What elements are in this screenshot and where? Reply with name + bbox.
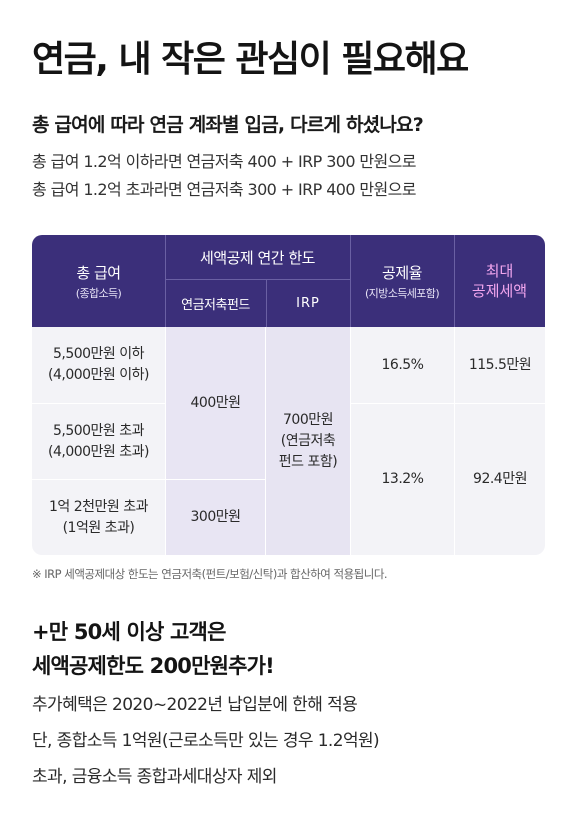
row-3-income: 1억 2천만원 초과 (1억원 초과) (32, 480, 165, 555)
header-pension-fund-label: 연금저축펀드 (181, 298, 250, 313)
extra-line-3: 초과, 금융소득 종합과세대상자 제외 (32, 767, 277, 787)
fund-limit-400: 400만원 (166, 327, 265, 479)
row-1-income: 5,500만원 이하 (4,000만원 이하) (32, 327, 165, 403)
bonus-heading-1: +만 50세 이상 고객은 (32, 620, 226, 644)
header-annual-limit-label: 세액공제 연간 한도 (200, 248, 315, 267)
row-1-income-sub: (4,000만원 이하) (48, 367, 149, 383)
desc-line-1: 총 급여 1.2억 이하라면 연금저축 400 + IRP 300 만원으로 (32, 152, 417, 171)
header-irp-label: IRP (296, 296, 320, 311)
header-total-pay: 총 급여 (종합소득) (32, 235, 165, 327)
table-footnote: ※ IRP 세액공제대상 한도는 연금저축(펀트/보험/신탁)과 합산하여 적용… (32, 567, 388, 581)
max-1-value: 115.5만원 (468, 356, 532, 373)
header-rate-label: 공제율 (382, 263, 422, 282)
rate-1: 16.5% (351, 327, 454, 403)
extra-line-1: 추가혜택은 2020~2022년 납입분에 한해 적용 (32, 695, 358, 715)
header-max-deduction: 최대 공제세액 (454, 235, 545, 327)
desc-line-2: 총 급여 1.2억 초과라면 연금저축 300 + IRP 400 만원으로 (32, 180, 417, 199)
irp-limit-note2: 펀드 포함) (278, 453, 338, 470)
max-2-value: 92.4만원 (473, 471, 527, 487)
page-title: 연금, 내 작은 관심이 필요해요 (32, 39, 469, 80)
header-rate-sub: (지방소득세포함) (364, 286, 440, 300)
row-2-income-main: 5,500만원 초과 (52, 422, 145, 439)
rate-2-value: 13.2% (381, 471, 424, 487)
header-pension-fund: 연금저축펀드 (165, 280, 266, 327)
rate-2: 13.2% (351, 404, 454, 555)
header-rate: 공제율 (지방소득세포함) (350, 235, 454, 327)
header-total-pay-sub: (종합소득) (75, 286, 122, 300)
extra-line-2: 단, 종합소득 1억원(근로소득만 있는 경우 1.2억원) (32, 731, 380, 751)
max-1: 115.5만원 (455, 327, 545, 403)
irp-limit: 700만원 (연금저축 펀드 포함) (266, 327, 350, 555)
section-subtitle: 총 급여에 따라 연금 계좌별 입금, 다르게 하셨나요? (32, 114, 424, 136)
fund-limit-300-value: 300만원 (190, 509, 241, 525)
fund-limit-400-value: 400만원 (190, 394, 241, 411)
header-irp: IRP (266, 280, 350, 327)
row-3-income-main: 1억 2천만원 초과 (49, 498, 149, 515)
row-2-income: 5,500만원 초과 (4,000만원 초과) (32, 404, 165, 479)
irp-limit-value: 700만원 (283, 411, 333, 428)
bonus-heading-2: 세액공제한도 200만원추가! (32, 654, 275, 678)
irp-limit-note1: (연금저축 (280, 432, 336, 449)
fund-limit-300: 300만원 (166, 480, 265, 555)
deduction-table: 총 급여 (종합소득) 세액공제 연간 한도 연금저축펀드 IRP 공제율 (지… (32, 235, 545, 555)
max-2: 92.4만원 (455, 404, 545, 555)
row-3-income-sub: (1억원 초과) (62, 519, 135, 536)
header-total-pay-label: 총 급여 (76, 263, 121, 282)
row-1-income-main: 5,500만원 이하 (52, 346, 145, 362)
header-annual-limit: 세액공제 연간 한도 (165, 235, 350, 279)
header-max-line2: 공제세액 (471, 282, 528, 300)
rate-1-value: 16.5% (381, 356, 424, 373)
header-max-line1: 최대 (485, 262, 514, 280)
row-2-income-sub: (4,000만원 초과) (48, 443, 149, 460)
